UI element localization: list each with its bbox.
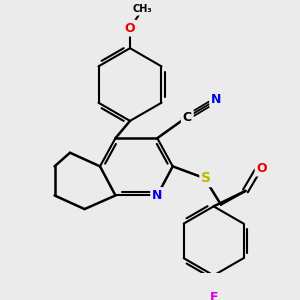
Text: C: C — [183, 111, 192, 124]
Text: O: O — [256, 162, 267, 175]
Text: F: F — [209, 291, 218, 300]
Text: CH₃: CH₃ — [133, 4, 152, 14]
Text: S: S — [201, 171, 212, 185]
Text: O: O — [125, 22, 135, 35]
Text: N: N — [211, 94, 221, 106]
Text: N: N — [152, 189, 163, 202]
